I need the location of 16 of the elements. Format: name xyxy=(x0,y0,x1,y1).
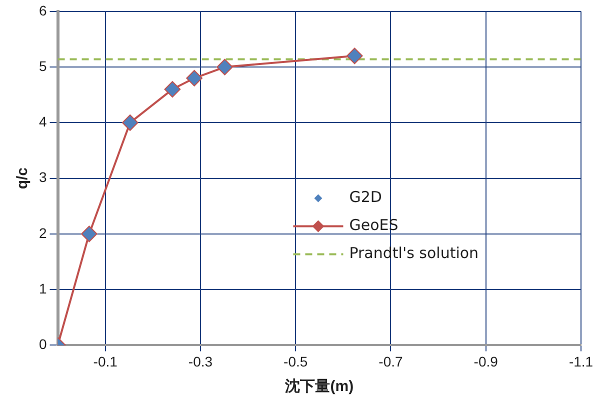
y-tick-label: 0 xyxy=(38,336,47,352)
x-tick-label: -0.1 xyxy=(93,353,118,370)
x-tick-label: -0.3 xyxy=(188,353,213,370)
x-axis-title: 沈下量(m) xyxy=(284,378,354,396)
y-tick-label: 6 xyxy=(38,2,47,18)
y-tick-label: 2 xyxy=(38,224,47,241)
y-tick-label: 1 xyxy=(38,280,47,296)
y-tick-label: 5 xyxy=(38,58,47,74)
x-tick-label: -1.1 xyxy=(568,353,594,370)
legend-label: G2D xyxy=(349,188,382,206)
x-tick-label: -0.9 xyxy=(474,353,498,370)
y-tick-label: 4 xyxy=(38,114,47,130)
y-axis-title: q/c xyxy=(14,167,32,190)
y-tick-label: 3 xyxy=(38,169,47,186)
x-tick-label: -0.7 xyxy=(378,353,404,370)
x-tick-label: -0.5 xyxy=(284,353,308,370)
